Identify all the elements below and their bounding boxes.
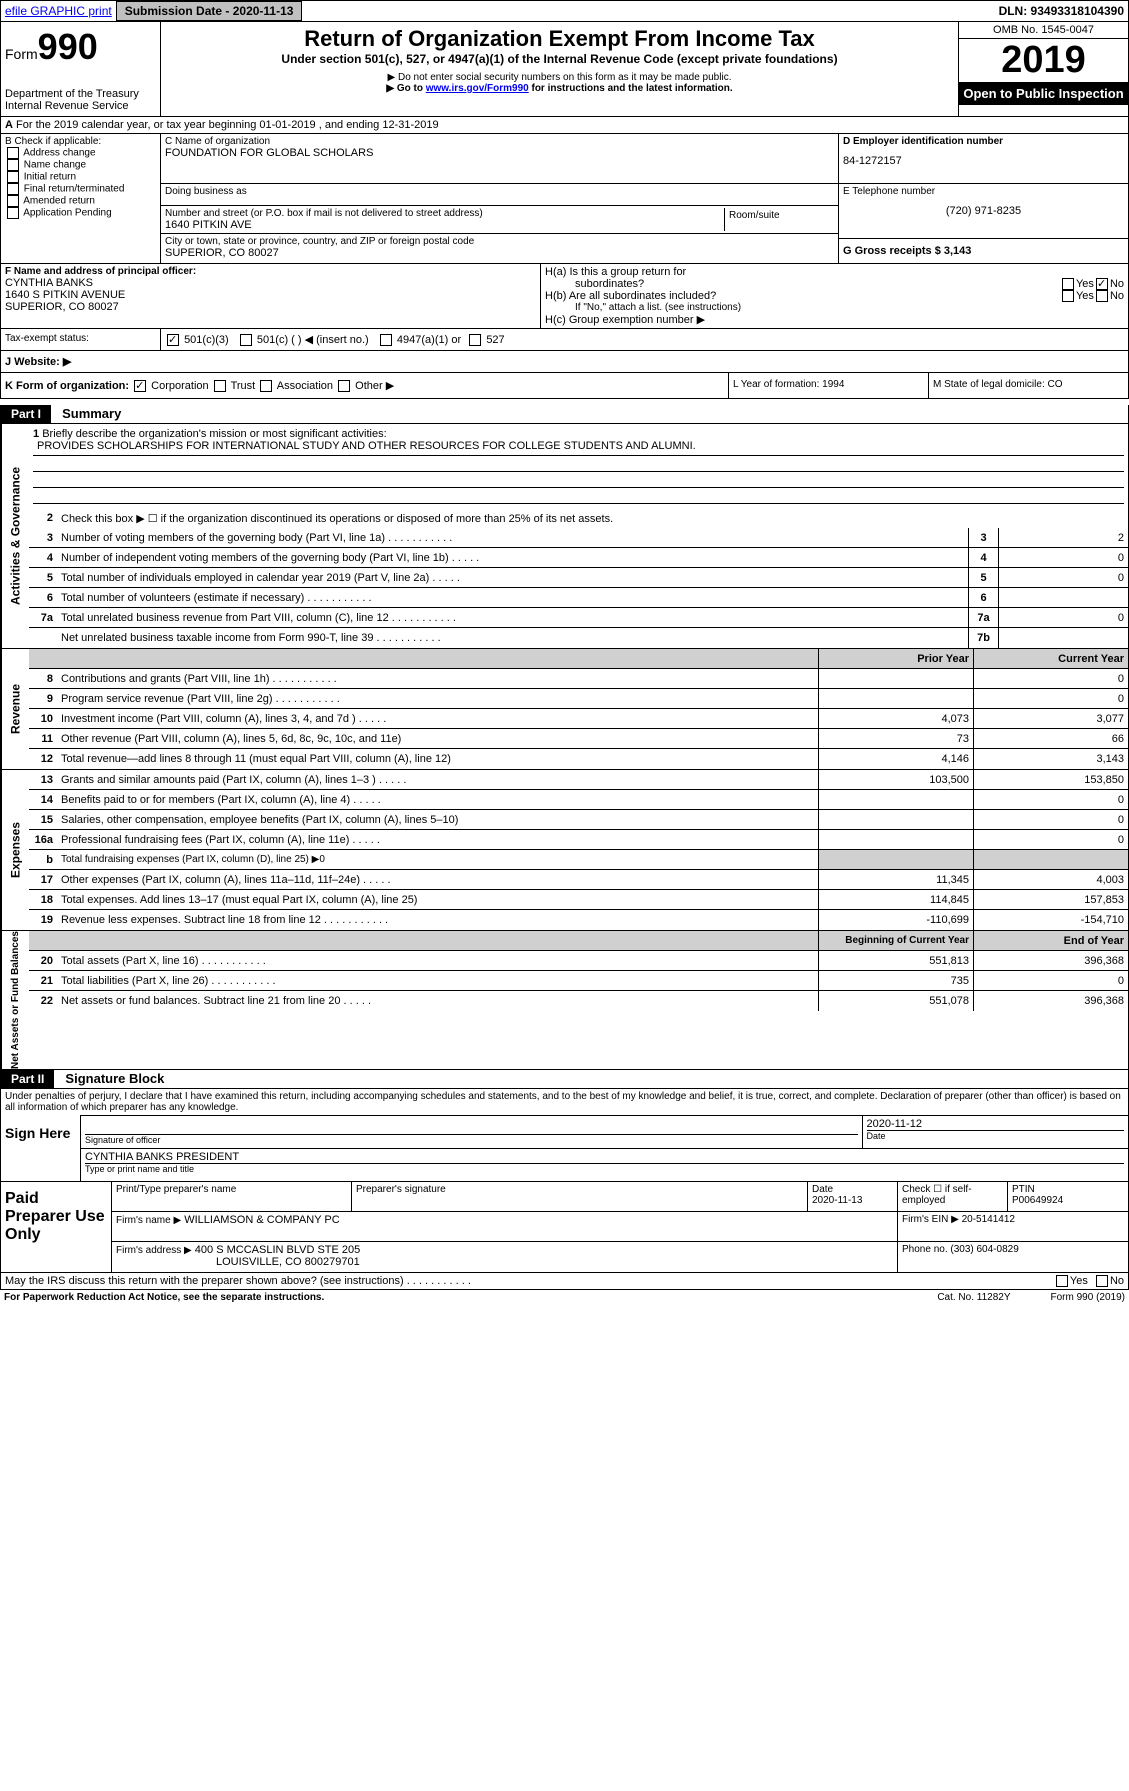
gross-receipts: G Gross receipts $ 3,143 (839, 239, 1128, 263)
expenses-label: Expenses (1, 770, 29, 930)
form-title: Return of Organization Exempt From Incom… (169, 26, 950, 52)
amended-return-checkbox[interactable] (7, 195, 19, 207)
mission-text: PROVIDES SCHOLARSHIPS FOR INTERNATIONAL … (33, 440, 1124, 456)
name-change-checkbox[interactable] (7, 159, 19, 171)
line5-value: 0 (998, 568, 1128, 587)
telephone: (720) 971-8235 (843, 205, 1124, 217)
final-return-checkbox[interactable] (7, 183, 19, 195)
perjury-text: Under penalties of perjury, I declare th… (1, 1089, 1128, 1115)
form-header: Form990 Department of the Treasury Inter… (0, 22, 1129, 117)
corporation-checkbox[interactable] (134, 380, 146, 392)
efile-link[interactable]: efile GRAPHIC print (1, 4, 116, 18)
org-name: FOUNDATION FOR GLOBAL SCHOLARS (165, 147, 834, 159)
room-suite-label: Room/suite (724, 208, 834, 231)
sign-here-label: Sign Here (1, 1115, 81, 1181)
501c3-checkbox[interactable] (167, 334, 179, 346)
firm-phone: Phone no. (303) 604-0829 (898, 1242, 1128, 1272)
street-address: 1640 PITKIN AVE (165, 219, 724, 231)
activities-governance-label: Activities & Governance (1, 424, 29, 648)
submission-date-btn[interactable]: Submission Date - 2020-11-13 (116, 1, 303, 21)
other-checkbox[interactable] (338, 380, 350, 392)
revenue-label: Revenue (1, 649, 29, 769)
firm-name: WILLIAMSON & COMPANY PC (184, 1214, 339, 1226)
subordinates-no[interactable] (1096, 290, 1108, 302)
line7b-value (998, 628, 1128, 648)
address-change-checkbox[interactable] (7, 147, 19, 159)
paid-preparer-label: Paid Preparer Use Only (1, 1182, 111, 1272)
cat-number: Cat. No. 11282Y (937, 1292, 1010, 1303)
dln-label: DLN: 93493318104390 (995, 4, 1128, 18)
year-formation: L Year of formation: 1994 (728, 373, 928, 398)
net-assets-label: Net Assets or Fund Balances (1, 931, 29, 1069)
ptin: P00649924 (1012, 1195, 1063, 1206)
city-address: SUPERIOR, CO 80027 (165, 247, 834, 259)
527-checkbox[interactable] (469, 334, 481, 346)
top-bar: efile GRAPHIC print Submission Date - 20… (0, 0, 1129, 22)
discuss-no-checkbox[interactable] (1096, 1275, 1108, 1287)
tax-period: A For the 2019 calendar year, or tax yea… (0, 117, 1129, 134)
trust-checkbox[interactable] (214, 380, 226, 392)
firm-ein: Firm's EIN ▶ 20-5141412 (898, 1212, 1128, 1241)
line6-value (998, 588, 1128, 607)
line4-value: 0 (998, 548, 1128, 567)
4947-checkbox[interactable] (380, 334, 392, 346)
line7a-value: 0 (998, 608, 1128, 627)
open-public-badge: Open to Public Inspection (959, 82, 1128, 105)
initial-return-checkbox[interactable] (7, 171, 19, 183)
officer-name-title: CYNTHIA BANKS PRESIDENT (85, 1151, 1124, 1163)
state-domicile: M State of legal domicile: CO (928, 373, 1128, 398)
part-ii-header: Part II (1, 1070, 54, 1088)
dept-label: Department of the Treasury Internal Reve… (5, 88, 156, 112)
instructions-link[interactable]: www.irs.gov/Form990 (426, 83, 529, 94)
501c-checkbox[interactable] (240, 334, 252, 346)
omb-number: OMB No. 1545-0047 (959, 22, 1128, 39)
group-return-no[interactable] (1096, 278, 1108, 290)
application-pending-checkbox[interactable] (7, 207, 19, 219)
association-checkbox[interactable] (260, 380, 272, 392)
part-i-header: Part I (1, 405, 51, 423)
line3-value: 2 (998, 528, 1128, 547)
officer-name: CYNTHIA BANKS (5, 277, 536, 289)
tax-year: 2019 (959, 39, 1128, 82)
website-field: J Website: ▶ (0, 351, 1129, 373)
form-subtitle: Under section 501(c), 527, or 4947(a)(1)… (169, 52, 950, 66)
info-grid: B Check if applicable: Address change Na… (0, 134, 1129, 264)
subordinates-yes[interactable] (1062, 290, 1074, 302)
discuss-yes-checkbox[interactable] (1056, 1275, 1068, 1287)
group-return-yes[interactable] (1062, 278, 1074, 290)
ein: 84-1272157 (843, 155, 1124, 167)
